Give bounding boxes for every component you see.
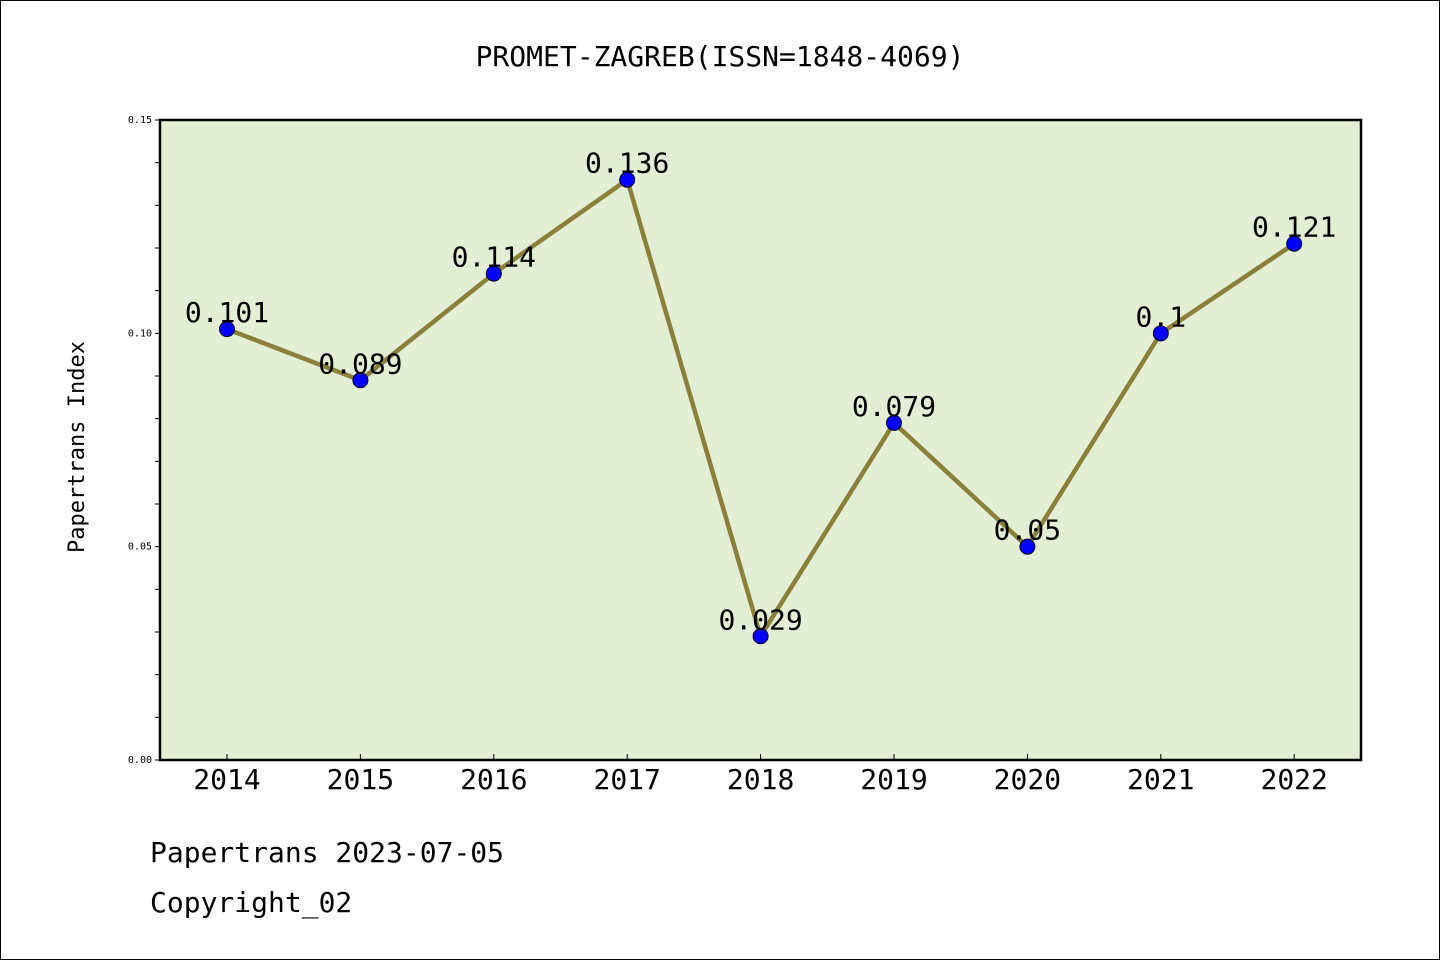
footer-copyright: Copyright_02 <box>150 886 353 919</box>
x-tick-label: 2022 <box>1260 763 1327 796</box>
y-tick-label: 0.15 <box>128 115 152 126</box>
data-point <box>619 171 636 188</box>
plot-area <box>158 118 1363 762</box>
y-tick-label: 0.10 <box>128 328 152 339</box>
data-label: 0.089 <box>318 347 402 380</box>
data-point <box>1019 538 1036 555</box>
data-point <box>219 321 235 338</box>
x-tick-label: 2017 <box>593 763 660 796</box>
data-label: 0.114 <box>452 241 536 274</box>
chart-title: PROMET-ZAGREB(ISSN=1848-4069) <box>476 40 965 73</box>
data-labels: 0.101 0.089 0.114 0.136 0.029 0.079 0.05 0.1 0.1… <box>185 147 1336 637</box>
data-label: 0.029 <box>718 603 802 636</box>
data-label: 0.101 <box>185 296 269 329</box>
x-tick-label: 2019 <box>860 763 927 796</box>
y-axis-label: Papertrans Index <box>65 341 90 553</box>
data-point <box>1286 235 1303 252</box>
data-label: 0.079 <box>852 390 936 423</box>
x-tick-label: 2018 <box>727 763 794 796</box>
data-point <box>752 628 769 645</box>
y-tick-label: 0.05 <box>128 542 152 553</box>
x-axis-ticks: 2014 2015 2016 2017 2018 2019 2020 2021 2022 <box>193 754 1328 796</box>
y-tick-label: 0.00 <box>128 755 152 766</box>
data-label: 0.05 <box>994 514 1061 547</box>
x-tick-label: 2015 <box>327 763 394 796</box>
series-markers <box>219 171 1303 645</box>
data-point <box>352 372 369 389</box>
data-label: 0.136 <box>585 147 669 180</box>
x-tick-label: 2016 <box>460 763 527 796</box>
x-tick-label: 2021 <box>1127 763 1194 796</box>
data-label: 0.1 <box>1136 300 1187 333</box>
y-axis-ticks: 0.00 0.05 0.10 0.15 <box>128 115 160 766</box>
data-point <box>886 414 902 431</box>
data-label: 0.121 <box>1252 211 1336 244</box>
data-point <box>485 265 502 282</box>
x-tick-label: 2014 <box>193 763 260 796</box>
footer-date: Papertrans 2023-07-05 <box>150 836 505 869</box>
data-point <box>1152 325 1169 342</box>
x-tick-label: 2020 <box>994 763 1061 796</box>
